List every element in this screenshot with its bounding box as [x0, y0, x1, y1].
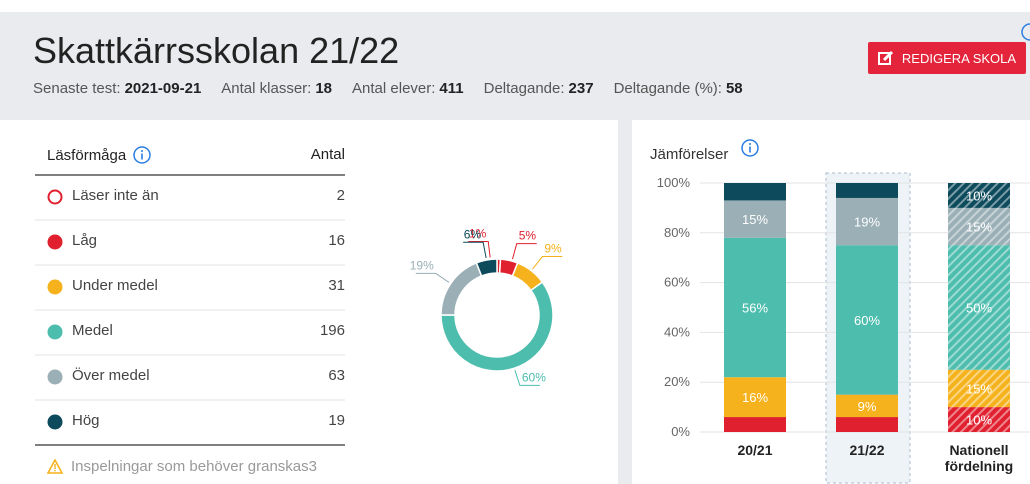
hatch — [948, 207, 1010, 246]
bar-segment — [836, 197, 898, 246]
stat-value: 58 — [725, 80, 743, 97]
row-icon — [47, 234, 63, 250]
stat-value: 411 — [439, 80, 464, 97]
row-value: 2 — [336, 187, 345, 204]
bar-segment — [724, 200, 786, 238]
y-tick-label: 60% — [664, 275, 690, 290]
chart-title: Jämförelser — [650, 146, 728, 163]
left-panel — [0, 120, 618, 484]
row-value: 196 — [319, 322, 345, 339]
bar-segment — [724, 237, 786, 378]
row-icon — [47, 369, 63, 385]
stat-label: Deltagande (%): — [613, 80, 722, 97]
leader-line — [511, 243, 537, 260]
stat-label: Antal elever: — [352, 80, 436, 97]
row-icon — [47, 414, 63, 430]
bar-label: 60% — [854, 313, 880, 328]
hatch — [948, 245, 1010, 370]
bar-segment — [836, 394, 898, 418]
donut-label: 6% — [464, 227, 482, 241]
leader-line — [468, 241, 491, 258]
count-heading: Antal — [310, 146, 345, 163]
bar-label: 10% — [966, 188, 992, 203]
bar-label: 16% — [742, 390, 768, 405]
leader-line — [532, 256, 563, 270]
row-value: 63 — [328, 367, 345, 384]
bar-segment — [724, 183, 786, 201]
hatch — [948, 183, 1010, 208]
row-value: 19 — [328, 412, 345, 429]
heading-text: Läsförmåga — [47, 146, 127, 164]
y-tick-label: 0% — [671, 424, 690, 439]
row-label: Över medel — [72, 367, 150, 384]
hatch — [948, 407, 1010, 432]
bar-label: 15% — [966, 381, 992, 396]
donut-label: 19% — [410, 258, 434, 272]
y-tick-label: 20% — [664, 374, 690, 389]
note[interactable]: Inspelningar som behöver granskas3 — [47, 458, 317, 475]
bar-segment — [836, 245, 898, 395]
stat-label: Deltagande: — [483, 80, 565, 97]
row-icon — [47, 324, 63, 340]
row-value: 16 — [328, 232, 345, 249]
x-tick-label: Nationell fördelning — [944, 442, 1014, 474]
row-label: Under medel — [72, 277, 158, 294]
bar-label: 10% — [966, 413, 992, 428]
button-label: REDIGERA SKOLA — [901, 50, 1017, 66]
row-label: Hög — [72, 412, 100, 429]
donut-label: 60% — [522, 370, 546, 384]
header-stats: Senaste test: 2021-09-21 Antal klasser: 18 A… — [33, 80, 763, 97]
stat-label: Antal klasser: — [221, 80, 312, 97]
stat-value: 237 — [568, 80, 594, 97]
leader-line — [415, 272, 450, 283]
row-icon — [47, 279, 63, 295]
bar-segment — [724, 377, 786, 418]
x-tick-label: 21/22 — [849, 442, 885, 458]
bar-segment — [836, 183, 898, 198]
stat-value: 18 — [315, 80, 333, 97]
donut-label: 9% — [544, 242, 562, 256]
y-tick-label: 100% — [657, 175, 691, 190]
edit-icon — [877, 50, 893, 65]
stat-label: Senaste test: — [33, 80, 121, 97]
edit-button[interactable]: REDIGERA SKOLA — [868, 42, 1026, 74]
bar-segment — [836, 417, 898, 432]
top-strip — [0, 0, 1030, 12]
bar-label: 19% — [854, 215, 880, 230]
info-icon-corner — [1021, 23, 1030, 41]
leader-line — [514, 370, 540, 386]
info-icon[interactable] — [132, 145, 152, 165]
donut-slice — [475, 258, 498, 277]
bar-label: 56% — [742, 301, 768, 316]
bar-segment — [724, 417, 786, 432]
bar-label: 15% — [742, 212, 768, 227]
donut-label: 5% — [519, 229, 537, 243]
info-icon[interactable] — [741, 139, 759, 157]
stat-value: 2021-09-21 — [124, 80, 202, 97]
header-title: Skattkärrsskolan 21/22 — [33, 30, 400, 71]
y-tick-label: 40% — [664, 324, 690, 339]
note-text: Inspelningar som behöver granskas3 — [71, 458, 317, 475]
row-value: 31 — [328, 277, 345, 294]
donut-slice — [440, 261, 483, 316]
warning-icon — [47, 459, 63, 474]
hatch — [948, 369, 1010, 408]
x-tick-label: 20/21 — [737, 442, 773, 458]
row-label: Läser inte än — [72, 187, 159, 204]
donut-label: 1% — [469, 227, 487, 241]
bar-label: 9% — [858, 399, 877, 414]
table-heading: Läsförmåga — [47, 145, 152, 165]
row-icon — [47, 189, 63, 205]
bar-label: 15% — [966, 220, 992, 235]
bar-label: 50% — [966, 301, 992, 316]
row-label: Låg — [72, 232, 98, 249]
leader-line — [463, 241, 487, 259]
y-tick-label: 80% — [664, 225, 690, 240]
row-label: Medel — [72, 322, 113, 339]
